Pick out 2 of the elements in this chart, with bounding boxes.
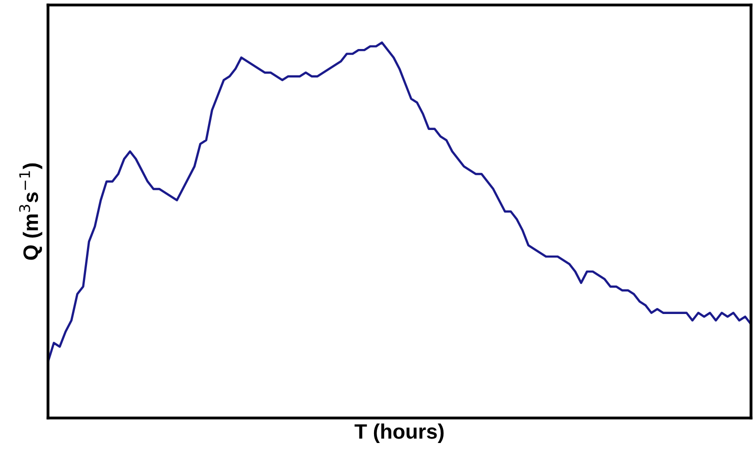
x-axis-title: T (hours) bbox=[354, 424, 444, 443]
y-axis-title: Q (m$^{3}$s$^{−1}$) bbox=[19, 163, 42, 260]
